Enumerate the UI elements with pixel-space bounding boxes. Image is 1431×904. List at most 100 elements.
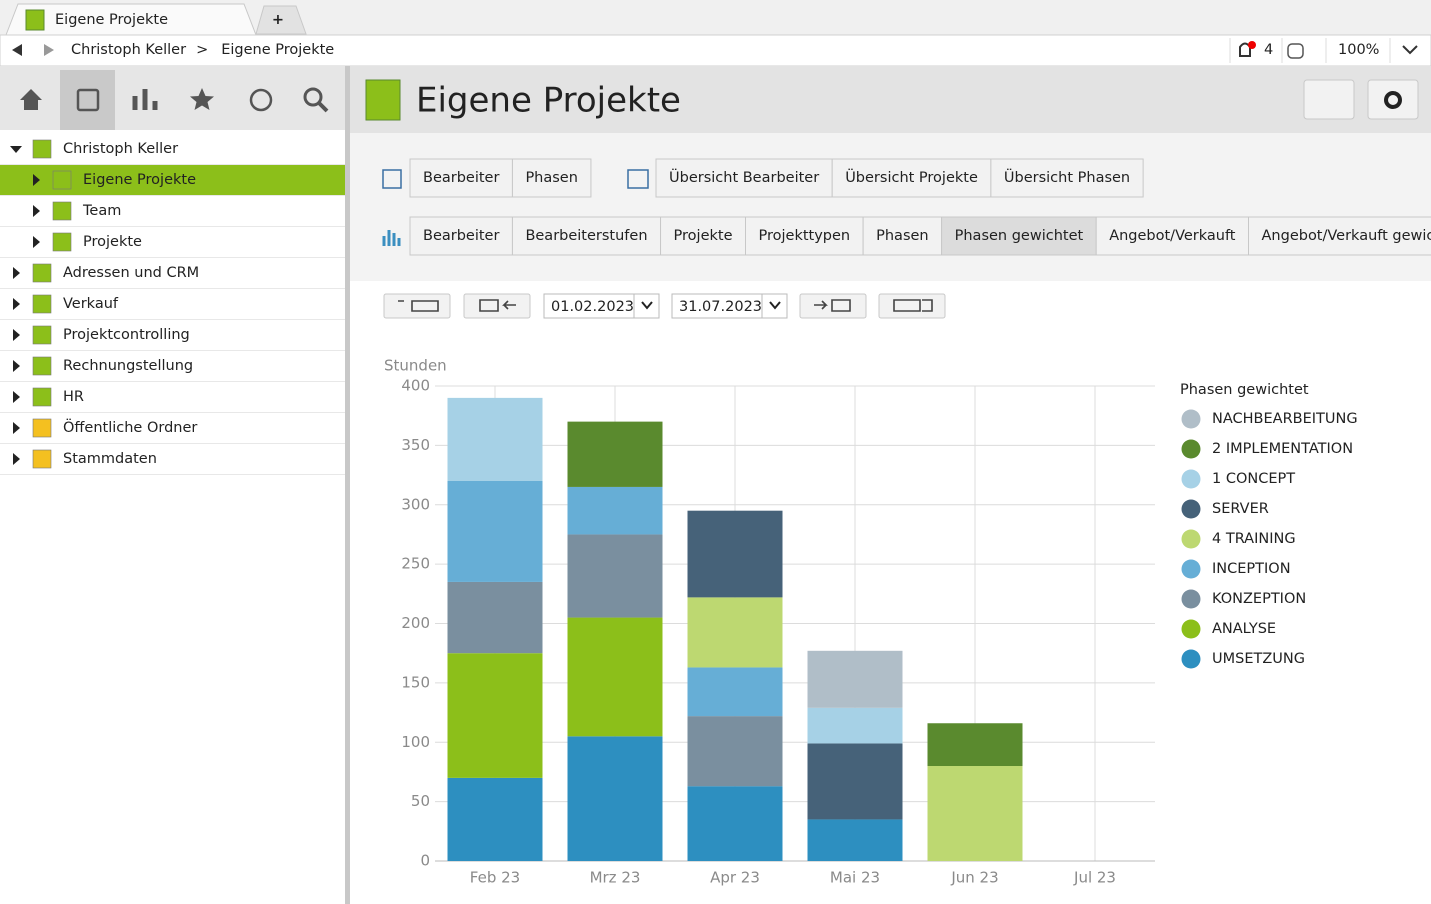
toolbar-button[interactable] xyxy=(1248,216,1431,256)
legend-label[interactable]: 4 TRAINING xyxy=(1212,531,1296,547)
tree-icon xyxy=(32,263,52,283)
legend-swatch[interactable] xyxy=(1181,619,1201,639)
toolbar-button[interactable] xyxy=(941,216,1097,256)
breadcrumb-item[interactable]: Eigene Projekte xyxy=(221,42,334,58)
tree-label[interactable]: Eigene Projekte xyxy=(83,172,196,188)
toolbar-button[interactable] xyxy=(831,158,992,198)
legend-label[interactable]: 2 IMPLEMENTATION xyxy=(1212,441,1353,457)
home-icon[interactable] xyxy=(20,89,42,110)
legend-label[interactable]: UMSETZUNG xyxy=(1212,651,1305,667)
tree-icon xyxy=(32,387,52,407)
tree-label[interactable]: Verkauf xyxy=(63,296,119,312)
tree-label[interactable]: Projektcontrolling xyxy=(63,327,190,343)
history-icon[interactable] xyxy=(249,88,273,112)
legend-label[interactable]: KONZEPTION xyxy=(1212,591,1306,607)
y-tick-label: 300 xyxy=(401,495,430,513)
calendar-icon[interactable] xyxy=(76,88,100,112)
toolbar-button[interactable] xyxy=(409,216,513,256)
legend-swatch[interactable] xyxy=(1181,409,1201,429)
toolbar-button-label: Angebot/Verkauft gewichtet xyxy=(1262,228,1431,244)
tree-toggle[interactable] xyxy=(13,453,20,465)
chart-list-icon xyxy=(382,230,401,246)
toolbar-button[interactable] xyxy=(1095,216,1249,256)
bar-segment xyxy=(687,667,783,717)
chart-icon[interactable] xyxy=(132,89,158,110)
y-tick-label: 50 xyxy=(411,792,430,810)
tree-icon xyxy=(32,418,52,438)
toolbar-button-label: Projekte xyxy=(674,228,733,244)
tree-label[interactable]: Öffentliche Ordner xyxy=(63,418,197,436)
search-icon[interactable] xyxy=(303,87,323,107)
toolbar-button[interactable] xyxy=(655,158,833,198)
y-axis-label: Stunden xyxy=(384,357,447,375)
tree-toggle[interactable] xyxy=(33,205,40,217)
legend-swatch[interactable] xyxy=(1181,469,1201,489)
toolbar xyxy=(350,133,1431,281)
tree-label[interactable]: Christoph Keller xyxy=(63,141,178,157)
x-tick-label: Jul 23 xyxy=(1073,869,1116,887)
date-input[interactable] xyxy=(671,293,788,319)
legend-label[interactable]: SERVER xyxy=(1212,501,1269,517)
new-tab-button[interactable] xyxy=(255,5,307,35)
toolbar-button[interactable] xyxy=(409,158,513,198)
tree-label[interactable]: Rechnungstellung xyxy=(63,358,193,374)
forward-button[interactable] xyxy=(44,44,54,56)
y-tick-label: 100 xyxy=(401,733,430,751)
legend-label[interactable]: 1 CONCEPT xyxy=(1212,471,1295,487)
tree-label[interactable]: Team xyxy=(82,203,121,219)
menu-chevron[interactable] xyxy=(1402,45,1418,55)
settings-button[interactable] xyxy=(1367,79,1419,120)
toolbar-button[interactable] xyxy=(990,158,1144,198)
legend-swatch[interactable] xyxy=(1181,499,1201,519)
toolbar-button[interactable] xyxy=(660,216,746,256)
range-icon xyxy=(398,300,439,312)
toolbar-button[interactable] xyxy=(511,216,662,256)
tree-toggle[interactable] xyxy=(13,267,20,279)
toolbar-button[interactable] xyxy=(511,158,592,198)
toolbar-button-label: Übersicht Projekte xyxy=(845,168,978,186)
page-title: Eigene Projekte xyxy=(416,81,681,121)
new-tab-label[interactable]: + xyxy=(272,12,284,28)
legend-label[interactable]: ANALYSE xyxy=(1212,621,1276,637)
tree-label[interactable]: HR xyxy=(63,389,84,405)
favorites-icon[interactable] xyxy=(190,88,214,110)
tree-label[interactable]: Projekte xyxy=(83,234,142,250)
tree-icon xyxy=(32,356,52,376)
back-button[interactable] xyxy=(12,44,22,56)
warning-icon[interactable] xyxy=(1287,43,1304,59)
breadcrumb-item[interactable]: Christoph Keller xyxy=(71,42,186,58)
range-button[interactable] xyxy=(799,293,867,319)
tree-toggle[interactable] xyxy=(13,329,20,341)
legend-swatch[interactable] xyxy=(1181,529,1201,549)
date-dropdown[interactable] xyxy=(769,301,781,310)
bar-segment xyxy=(927,766,1023,861)
tree-toggle[interactable] xyxy=(10,146,22,153)
tree-toggle[interactable] xyxy=(13,391,20,403)
date-dropdown[interactable] xyxy=(641,301,653,310)
tree-label[interactable]: Adressen und CRM xyxy=(63,265,199,281)
toolbar-button[interactable] xyxy=(745,216,864,256)
toolbar-button-label: Bearbeiter xyxy=(423,228,499,244)
legend-label[interactable]: INCEPTION xyxy=(1212,561,1291,577)
tree-toggle[interactable] xyxy=(33,236,40,248)
range-button[interactable] xyxy=(878,293,946,319)
legend-swatch[interactable] xyxy=(1181,559,1201,579)
overview-icon xyxy=(627,169,649,189)
legend-title: Phasen gewichtet xyxy=(1180,382,1309,398)
tree-toggle[interactable] xyxy=(13,298,20,310)
range-button[interactable] xyxy=(463,293,531,319)
legend-swatch[interactable] xyxy=(1181,649,1201,669)
tree-label[interactable]: Stammdaten xyxy=(63,451,157,467)
legend-label[interactable]: NACHBEARBEITUNG xyxy=(1212,411,1358,427)
panel-toggle[interactable] xyxy=(1303,79,1355,120)
tree-toggle[interactable] xyxy=(33,174,40,186)
toolbar-button-label: Angebot/Verkauft xyxy=(1109,228,1236,244)
tree-toggle[interactable] xyxy=(13,360,20,372)
date-input[interactable] xyxy=(543,293,660,319)
range-button[interactable] xyxy=(383,293,451,319)
legend-swatch[interactable] xyxy=(1181,439,1201,459)
toolbar-button-label: Phasen xyxy=(876,228,929,244)
tree-toggle[interactable] xyxy=(13,422,20,434)
legend-swatch[interactable] xyxy=(1181,589,1201,609)
